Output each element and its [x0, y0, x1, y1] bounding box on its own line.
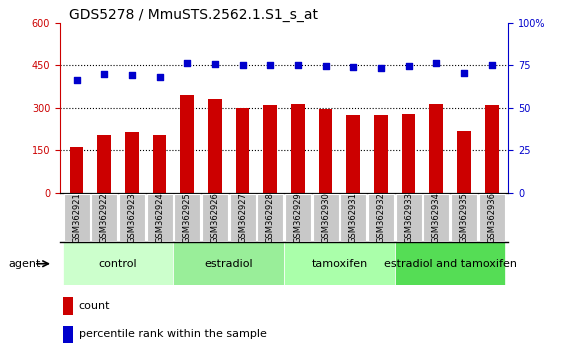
Bar	[230, 194, 256, 241]
Bar	[396, 194, 421, 241]
Text: count: count	[79, 301, 110, 311]
Text: GSM362928: GSM362928	[266, 192, 275, 243]
Bar	[395, 242, 505, 285]
Text: GSM362925: GSM362925	[183, 192, 192, 243]
Bar	[374, 115, 388, 193]
Bar	[152, 135, 167, 193]
Point	[155, 74, 164, 80]
Bar	[457, 131, 471, 193]
Bar	[485, 105, 498, 193]
Bar	[347, 115, 360, 193]
Text: GSM362930: GSM362930	[321, 192, 330, 243]
Bar	[63, 194, 90, 241]
Bar	[401, 114, 416, 193]
Bar	[340, 194, 366, 241]
Bar	[174, 242, 284, 285]
Point	[266, 63, 275, 68]
Point	[238, 63, 247, 68]
Text: GSM362924: GSM362924	[155, 192, 164, 243]
Text: estradiol and tamoxifen: estradiol and tamoxifen	[384, 259, 517, 269]
Bar	[119, 194, 145, 241]
Point	[404, 63, 413, 69]
Text: percentile rank within the sample: percentile rank within the sample	[79, 329, 267, 339]
Bar	[285, 194, 311, 241]
Point	[321, 63, 330, 69]
Text: GSM362933: GSM362933	[404, 192, 413, 243]
Text: control: control	[99, 259, 138, 269]
Bar	[97, 135, 111, 193]
Bar	[257, 194, 283, 241]
Text: GSM362926: GSM362926	[210, 192, 219, 243]
Bar	[236, 108, 250, 193]
Bar	[63, 326, 74, 343]
Text: GSM362932: GSM362932	[376, 192, 385, 243]
Text: GSM362927: GSM362927	[238, 192, 247, 243]
Point	[183, 60, 192, 65]
Text: agent: agent	[8, 259, 41, 269]
Bar	[423, 194, 449, 241]
Text: GDS5278 / MmuSTS.2562.1.S1_s_at: GDS5278 / MmuSTS.2562.1.S1_s_at	[69, 8, 318, 22]
Bar	[202, 194, 228, 241]
Bar	[147, 194, 172, 241]
Bar	[284, 242, 395, 285]
Bar	[180, 95, 194, 193]
Text: GSM362931: GSM362931	[349, 192, 358, 243]
Bar	[478, 194, 505, 241]
Bar	[319, 109, 332, 193]
Bar	[429, 104, 443, 193]
Text: GSM362936: GSM362936	[487, 192, 496, 243]
Bar	[208, 99, 222, 193]
Text: GSM362934: GSM362934	[432, 192, 441, 243]
Text: GSM362935: GSM362935	[460, 192, 468, 243]
Bar	[63, 242, 174, 285]
Bar	[63, 297, 74, 314]
Point	[459, 70, 468, 75]
Bar	[174, 194, 200, 241]
Bar	[91, 194, 117, 241]
Text: GSM362921: GSM362921	[72, 192, 81, 243]
Bar	[451, 194, 477, 241]
Point	[100, 71, 109, 77]
Bar	[368, 194, 394, 241]
Text: GSM362922: GSM362922	[100, 192, 108, 243]
Bar	[312, 194, 339, 241]
Point	[376, 65, 385, 71]
Bar	[263, 105, 277, 193]
Point	[127, 73, 136, 78]
Bar	[291, 104, 305, 193]
Point	[349, 64, 358, 70]
Point	[487, 62, 496, 68]
Text: GSM362923: GSM362923	[127, 192, 136, 243]
Point	[293, 62, 303, 68]
Text: tamoxifen: tamoxifen	[311, 259, 368, 269]
Bar	[125, 132, 139, 193]
Text: estradiol: estradiol	[204, 259, 253, 269]
Point	[432, 60, 441, 65]
Text: GSM362929: GSM362929	[293, 192, 303, 243]
Point	[210, 61, 219, 67]
Point	[72, 78, 81, 83]
Bar	[70, 147, 83, 193]
